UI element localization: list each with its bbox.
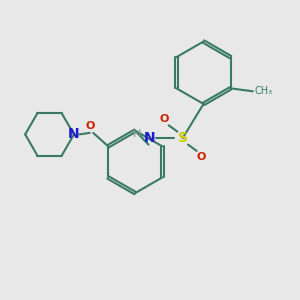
Text: S: S (178, 131, 188, 145)
Text: O: O (160, 114, 169, 124)
Text: N: N (68, 128, 80, 141)
Text: H: H (133, 129, 141, 139)
Text: N: N (144, 131, 156, 145)
Text: CH₃: CH₃ (254, 86, 272, 96)
Text: O: O (85, 121, 95, 130)
Text: O: O (196, 152, 206, 162)
